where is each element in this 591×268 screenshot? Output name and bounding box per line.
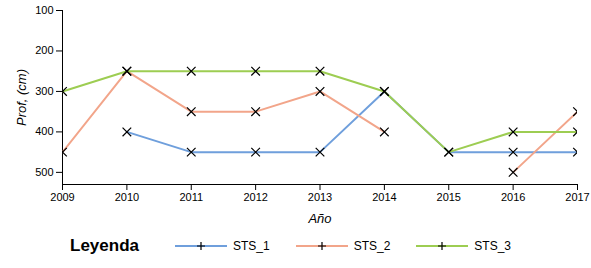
html-text:STS_2: STS_2 (353, 239, 391, 253)
svg-text:2010: 2010 (115, 191, 139, 203)
html-text:STS_3: STS_3 (474, 239, 511, 253)
svg-text:2011: 2011 (179, 191, 203, 203)
svg-text:Año: Año (307, 211, 331, 226)
svg-text:2014: 2014 (372, 191, 396, 203)
svg-text:2013: 2013 (308, 191, 332, 203)
svg-text:500: 500 (35, 166, 53, 178)
svg-text:2012: 2012 (243, 191, 267, 203)
html-text:Leyenda: Leyenda (70, 236, 139, 255)
svg-text:100: 100 (35, 4, 53, 16)
svg-text:2017: 2017 (565, 191, 589, 203)
svg-text:2016: 2016 (501, 191, 525, 203)
svg-text:Prof, (cm): Prof, (cm) (14, 69, 29, 126)
html-text:STS_1: STS_1 (233, 239, 270, 253)
svg-text:2009: 2009 (50, 191, 74, 203)
svg-text:300: 300 (35, 85, 53, 97)
svg-text:2015: 2015 (437, 191, 461, 203)
svg-text:400: 400 (35, 125, 53, 137)
svg-text:200: 200 (35, 44, 53, 56)
